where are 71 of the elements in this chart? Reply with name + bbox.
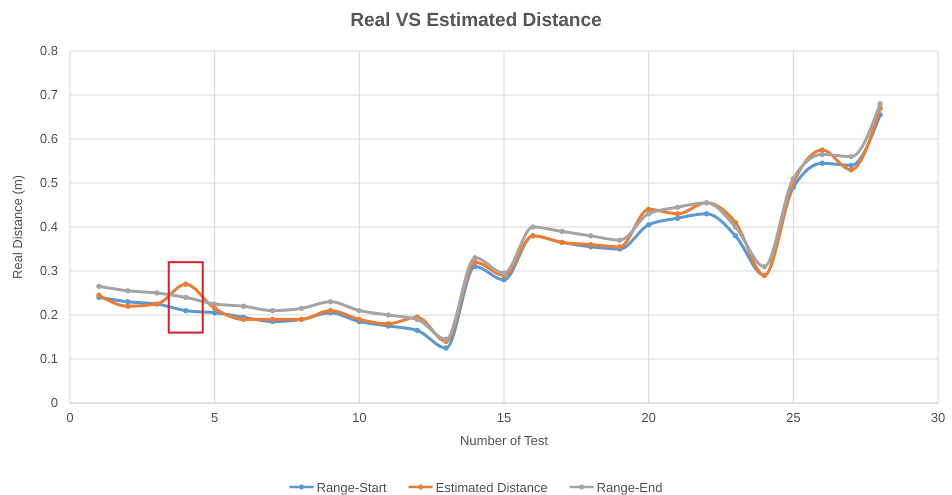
point <box>240 316 246 322</box>
point <box>617 238 622 243</box>
point <box>414 316 420 322</box>
legend-label: Range-Start <box>316 480 388 495</box>
point <box>790 176 796 182</box>
point <box>328 299 334 304</box>
point <box>270 308 276 314</box>
point <box>501 270 507 276</box>
point <box>646 222 652 228</box>
point <box>212 306 218 312</box>
y-tick-label: 0.1 <box>40 351 58 366</box>
y-tick-label: 0.8 <box>40 43 58 58</box>
x-tick-label: 30 <box>930 410 946 426</box>
y-tick-label: 0.4 <box>40 219 58 234</box>
point <box>877 101 883 106</box>
point <box>96 292 102 298</box>
point <box>386 321 391 326</box>
point <box>443 345 449 351</box>
point <box>530 224 536 230</box>
point <box>820 152 825 158</box>
x-tick-label: 15 <box>496 410 512 426</box>
point <box>588 233 594 238</box>
y-tick-label: 0.2 <box>40 307 58 322</box>
point <box>298 306 304 312</box>
y-tick-label: 0.7 <box>40 87 58 102</box>
point <box>674 211 680 216</box>
point <box>848 154 854 160</box>
point <box>617 244 622 250</box>
point <box>212 301 218 307</box>
x-axis-title: Number of Test <box>460 433 548 448</box>
point <box>414 328 420 334</box>
point <box>646 211 652 216</box>
point <box>588 242 594 248</box>
point <box>762 264 768 270</box>
point <box>240 304 246 309</box>
point <box>704 211 710 216</box>
x-tick-label: 20 <box>641 410 656 426</box>
point <box>732 224 738 230</box>
point <box>443 336 449 342</box>
x-tick-label: 0 <box>66 410 74 426</box>
y-tick-label: 0.6 <box>40 131 58 146</box>
point <box>328 308 334 314</box>
point <box>154 290 160 296</box>
point <box>848 162 854 168</box>
point <box>356 308 362 314</box>
y-tick-label: 0.3 <box>40 263 58 278</box>
legend-label: Range-End <box>596 480 662 495</box>
chart-title: Real VS Estimated Distance <box>350 10 602 31</box>
x-tick-label: 25 <box>786 410 801 426</box>
point <box>125 288 131 294</box>
point <box>472 255 478 260</box>
point <box>125 304 131 309</box>
y-tick-label: 0.5 <box>40 175 58 190</box>
legend-label: Estimated Distance <box>436 480 548 495</box>
point <box>183 294 188 300</box>
point <box>501 277 507 282</box>
point <box>848 167 854 172</box>
point <box>732 233 738 238</box>
point <box>820 147 825 153</box>
point <box>125 299 131 304</box>
y-axis-title: Real Distance (m) <box>10 174 25 280</box>
point <box>820 160 825 166</box>
point <box>674 204 680 210</box>
point <box>183 308 188 314</box>
x-tick-label: 10 <box>352 410 367 426</box>
x-tick-label: 5 <box>211 410 218 426</box>
point <box>386 312 391 318</box>
point <box>183 282 188 287</box>
y-tick-label: 0 <box>50 395 58 410</box>
point <box>96 284 102 290</box>
point <box>559 228 565 234</box>
